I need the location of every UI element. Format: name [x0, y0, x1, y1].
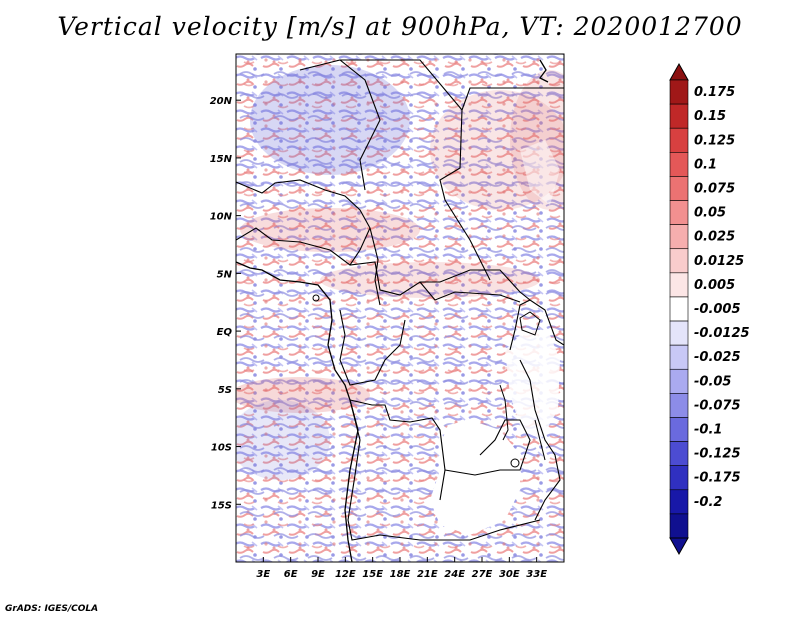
- atlantic-coastline: [236, 261, 359, 562]
- colorbar-label: 0.05: [694, 206, 726, 221]
- colorbar-segment: [669, 103, 689, 129]
- border-algeria-niger: [299, 59, 381, 191]
- lat-tick-label: EQ: [217, 327, 233, 338]
- colorbar-label: 0.1: [694, 157, 717, 172]
- border-mali-niger: [236, 179, 371, 266]
- longitude-axis: 3E 6E 9E 12E 15E 18E 21E 24E 27E 30E 33E: [256, 557, 547, 580]
- lake-volta: [312, 294, 320, 302]
- lon-tick-label: 3E: [256, 569, 270, 580]
- masked-region-northeast: [520, 140, 560, 205]
- border-sahel: [236, 227, 531, 301]
- colorbar-segment: [669, 224, 689, 250]
- sahara-subsidence-region: [250, 65, 410, 175]
- masked-region-east: [505, 330, 560, 440]
- atlantic-ascent-patch: [236, 377, 370, 413]
- page-title: Vertical velocity [m/s] at 900hPa, VT: 2…: [57, 12, 743, 41]
- colorbar-label: -0.0125: [694, 326, 750, 341]
- lon-tick-label: 33E: [526, 569, 547, 580]
- credit-text: GrADS: IGES/COLA: [5, 604, 99, 614]
- colorbar-segment: [669, 489, 689, 515]
- colorbar-segment: [669, 441, 689, 466]
- colorbar-segment: [669, 200, 689, 225]
- lat-tick-label: 10S: [211, 443, 232, 454]
- colorbar-label: -0.1: [694, 423, 722, 438]
- lake-kariba: [510, 458, 520, 468]
- colorbar-label: -0.075: [694, 398, 741, 413]
- colorbar-segment: [669, 127, 689, 153]
- colorbar-label: -0.005: [694, 302, 741, 317]
- lon-tick-label: 30E: [499, 569, 520, 580]
- border-zambia: [444, 419, 531, 476]
- lat-tick-label: 15S: [211, 500, 232, 511]
- equatorial-ascent-band: [320, 262, 540, 298]
- colorbar-label: 0.025: [694, 230, 735, 245]
- lat-tick-label: 5N: [217, 269, 233, 280]
- lon-tick-label: 27E: [472, 569, 493, 580]
- border-mozambique: [519, 359, 561, 521]
- lat-tick-label: 15N: [210, 154, 233, 165]
- colorbar-segment: [669, 152, 689, 177]
- colorbar-segment: [669, 417, 689, 442]
- red-sea-coast: [539, 59, 549, 83]
- lon-tick-label: 21E: [417, 569, 438, 580]
- lon-tick-label: 15E: [362, 569, 383, 580]
- colorbar-segment: [669, 344, 689, 370]
- border-car-drc: [419, 281, 521, 303]
- colorbar-label: -0.025: [694, 350, 741, 365]
- latitude-axis: 20N 15N 10N 5N EQ 5S 10S 15S: [210, 96, 241, 511]
- colorbar-label: 0.15: [694, 109, 726, 124]
- colorbar-segment: [669, 79, 689, 105]
- colorbar-label: -0.05: [694, 374, 731, 389]
- border-congo: [339, 309, 406, 386]
- lon-tick-label: 9E: [311, 569, 325, 580]
- lon-tick-label: 18E: [390, 569, 411, 580]
- lat-tick-label: 10N: [210, 212, 233, 223]
- border-east-africa: [509, 299, 564, 351]
- border-nigeria-cameroon: [369, 227, 381, 306]
- colorbar-segment: [669, 320, 689, 346]
- lon-tick-label: 12E: [335, 569, 356, 580]
- lat-tick-label: 20N: [210, 96, 233, 107]
- lakes: [312, 294, 546, 468]
- map-field: [236, 54, 564, 562]
- colorbar-label: 0.0125: [694, 254, 744, 269]
- colorbar-label: 0.075: [694, 181, 735, 196]
- colorbar-segment: [669, 296, 689, 322]
- colorbar-segment: [669, 272, 689, 298]
- colorbar-segment: [669, 248, 689, 274]
- border-libya-chad: [340, 59, 491, 281]
- lake-malawi: [534, 419, 546, 461]
- masked-region-south: [430, 420, 520, 535]
- coastline: [236, 59, 549, 562]
- lat-tick-label: 5S: [218, 385, 232, 396]
- colorbar-bottom-arrow: [669, 537, 689, 556]
- border-egypt-sudan: [461, 87, 564, 111]
- colorbar-segment: [669, 513, 689, 539]
- colorbar-label: 0.125: [694, 133, 735, 148]
- sahel-ascent-band: [240, 208, 420, 252]
- colorbar-label: -0.2: [694, 495, 722, 510]
- colorbar-segment: [669, 176, 689, 201]
- colorbar-segment: [669, 465, 689, 491]
- border-namibia: [347, 399, 541, 541]
- colorbar-segment: [669, 368, 689, 394]
- colorbar: 0.175 0.15 0.125 0.1 0.075 0.05 0.025 0.0125 0.0…: [669, 62, 750, 556]
- political-borders: [236, 59, 564, 541]
- border-angola-drc: [349, 399, 446, 501]
- colorbar-label: -0.175: [694, 471, 741, 486]
- colorbar-top-arrow: [669, 62, 689, 81]
- lon-tick-label: 24E: [444, 569, 465, 580]
- colorbar-label: -0.125: [694, 447, 741, 462]
- lake-victoria: [519, 311, 541, 336]
- colorbar-segment: [669, 393, 689, 418]
- atlantic-subsidence-patch: [236, 400, 330, 480]
- colorbar-label: 0.005: [694, 278, 735, 293]
- lon-tick-label: 6E: [284, 569, 298, 580]
- lake-tanganyika: [499, 384, 509, 441]
- colorbar-label: 0.175: [694, 85, 735, 100]
